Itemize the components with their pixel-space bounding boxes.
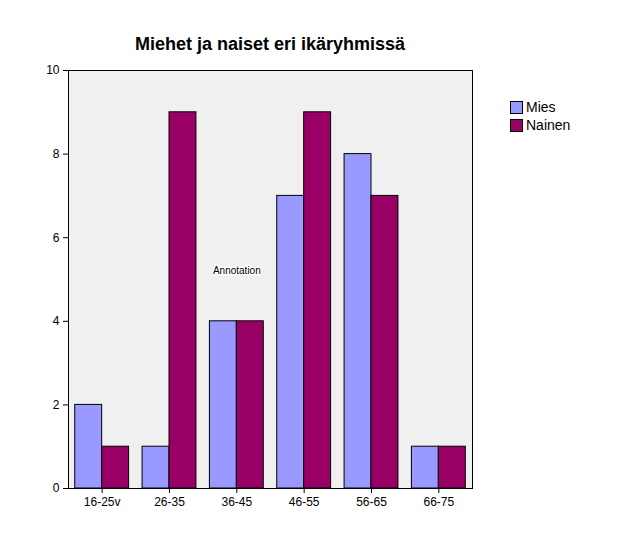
svg-text:36-45: 36-45 [221,495,252,509]
svg-text:46-55: 46-55 [289,495,320,509]
svg-text:10: 10 [46,63,60,77]
svg-text:Annotation: Annotation [213,265,261,276]
svg-text:26-35: 26-35 [154,495,185,509]
svg-text:2: 2 [53,398,60,412]
html-text:Mies: Mies [526,99,556,115]
svg-text:6: 6 [53,231,60,245]
html-text:Miehet ja naiset eri ikäryhmis: Miehet ja naiset eri ikäryhmissä [134,34,406,54]
svg-text:66-75: 66-75 [423,495,454,509]
svg-text:0: 0 [53,481,60,495]
svg-text:8: 8 [53,147,60,161]
svg-text:56-65: 56-65 [356,495,387,509]
svg-text:4: 4 [53,314,60,328]
html-text:Nainen: Nainen [526,117,571,133]
svg-text:16-25v: 16-25v [84,495,121,509]
